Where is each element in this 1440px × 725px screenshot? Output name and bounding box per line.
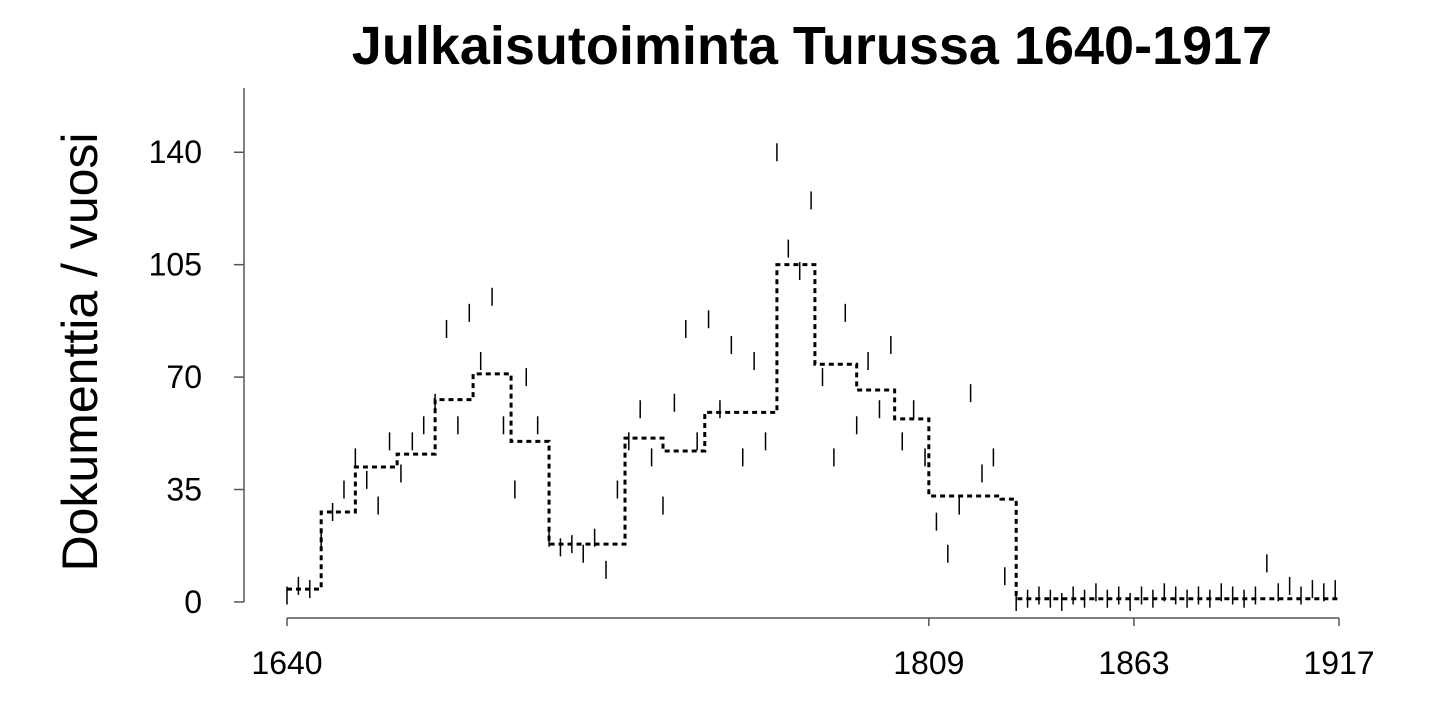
y-tick-label: 0 <box>184 584 202 620</box>
y-tick-label: 70 <box>166 359 202 395</box>
x-tick-label: 1809 <box>893 645 964 681</box>
y-tick-label: 140 <box>149 134 202 170</box>
y-tick-label: 35 <box>166 472 202 508</box>
chart-title: Julkaisutoiminta Turussa 1640-1917 <box>352 16 1272 76</box>
step-line <box>287 263 1339 601</box>
y-axis-label: Dokumenttia / vuosi <box>52 132 108 571</box>
x-tick-label: 1640 <box>251 645 322 681</box>
y-tick-label: 105 <box>149 247 202 283</box>
x-tick-label: 1863 <box>1098 645 1169 681</box>
x-tick-label: 1917 <box>1303 645 1374 681</box>
